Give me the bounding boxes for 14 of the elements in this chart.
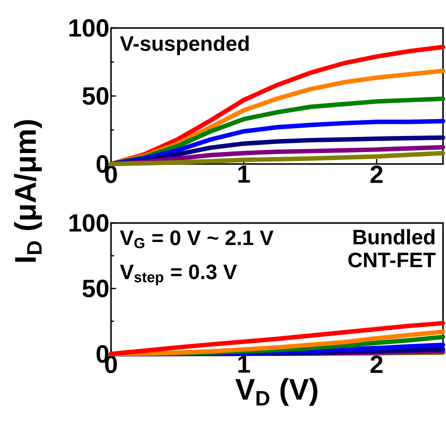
y-tick-label: 100 [69, 214, 108, 232]
annotation: V$_{G}$ = 0 V ~ 2.1 V [120, 230, 274, 248]
y-axis-title: I$_{D}$ (μA/μm) [14, 120, 42, 262]
x-tick-label: 2 [370, 166, 383, 183]
annotation: V-suspended [120, 36, 249, 56]
annotation: V$_{step}$ = 0.3 V [120, 264, 237, 286]
y-tick-label: 100 [69, 19, 108, 37]
y-tick-label: 50 [82, 280, 108, 298]
y-tick-label: 50 [82, 87, 108, 105]
x-axis-title: V$_{D}$ (V) [235, 378, 318, 406]
x-tick-label: 1 [238, 356, 250, 373]
x-tick-label: 1 [238, 166, 250, 183]
x-tick-label: 2 [370, 356, 383, 373]
annotation: Bundled CNT-FET [348, 229, 436, 268]
